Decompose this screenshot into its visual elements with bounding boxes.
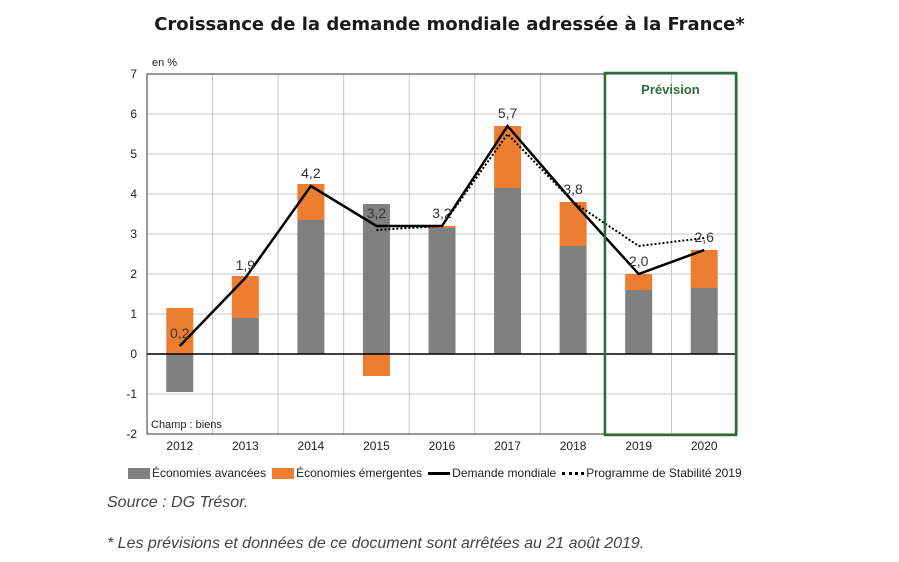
bar-advanced: [690, 288, 718, 354]
y-tick-label: 4: [130, 187, 137, 201]
bar-emerging: [362, 354, 390, 376]
bar-advanced: [625, 290, 653, 354]
legend-item-stability: Programme de Stabilité 2019: [562, 466, 742, 480]
legend-label-advanced: Économies avancées: [152, 466, 267, 480]
x-tick-label: 2014: [298, 439, 325, 453]
legend-item-demand: Demande mondiale: [428, 466, 556, 480]
y-axis-label: en %: [152, 57, 177, 69]
x-tick-label: 2012: [166, 439, 193, 453]
data-label: 1,9: [236, 257, 256, 273]
legend-item-advanced: Économies avancées: [128, 466, 266, 480]
source-note: Source : DG Trésor.: [107, 494, 249, 511]
y-tick-label: 1: [130, 307, 137, 321]
forecast-label: Prévision: [641, 82, 700, 97]
legend-label-demand: Demande mondiale: [452, 466, 557, 480]
legend-label-emerging: Économies émergentes: [296, 466, 423, 480]
bar-emerging: [690, 250, 718, 288]
bar-advanced: [559, 246, 587, 354]
y-tick-label: 6: [130, 107, 137, 121]
x-tick-label: 2015: [363, 439, 390, 453]
data-label: 5,7: [498, 105, 518, 121]
y-tick-label: 7: [130, 67, 137, 81]
chart-plot: 7 6 5 4 3 2 1 0 -1 -2 en % 2012 2013 2014 2015 2016 2017…: [126, 57, 738, 453]
data-label: 3,2: [367, 205, 387, 221]
y-tick-label: 5: [130, 147, 137, 161]
forecast-box: [603, 71, 738, 437]
chart-legend: Économies avancées Économies émergentes …: [128, 466, 748, 480]
footnote: * Les prévisions et données de ce docume…: [107, 535, 645, 552]
bar-emerging: [166, 308, 194, 354]
bar-emerging: [231, 276, 259, 318]
line-programme-stabilite: [376, 132, 705, 248]
bar-advanced: [231, 318, 259, 354]
x-tick-label: 2019: [625, 439, 652, 453]
data-label: 3,2: [432, 205, 452, 221]
line-demande-mondiale: [178, 123, 705, 347]
x-tick-label: 2016: [429, 439, 456, 453]
bar-advanced: [428, 228, 456, 354]
legend-swatch-emerging: [272, 467, 295, 479]
x-tick-label: 2018: [560, 439, 587, 453]
bar-advanced: [166, 354, 194, 392]
bar-advanced: [494, 188, 522, 354]
y-tick-label: -1: [126, 387, 137, 401]
chart-title: Croissance de la demande mondiale adress…: [154, 14, 745, 35]
legend-swatch-demand: [428, 471, 451, 475]
data-label: 4,2: [301, 165, 321, 181]
bar-emerging: [297, 184, 325, 220]
x-tick-label: 2020: [691, 439, 718, 453]
y-tick-label: 0: [130, 347, 137, 361]
bar-emerging: [625, 274, 653, 290]
y-tick-label: 3: [130, 227, 137, 241]
legend-label-stability: Programme de Stabilité 2019: [586, 466, 742, 480]
data-label: 3,8: [563, 181, 583, 197]
y-tick-label: -2: [126, 427, 137, 441]
data-label: 2,0: [629, 253, 649, 269]
y-tick-label: 2: [130, 267, 137, 281]
inner-note: Champ : biens: [151, 419, 222, 431]
legend-item-emerging: Économies émergentes: [272, 466, 422, 480]
bar-advanced: [297, 220, 325, 354]
legend-swatch-stability: [562, 471, 585, 475]
data-label: 2,6: [694, 229, 714, 245]
bar-emerging: [559, 202, 587, 246]
x-tick-label: 2017: [494, 439, 521, 453]
x-tick-label: 2013: [232, 439, 259, 453]
data-label: 0,2: [170, 325, 190, 341]
legend-swatch-advanced: [128, 467, 150, 479]
